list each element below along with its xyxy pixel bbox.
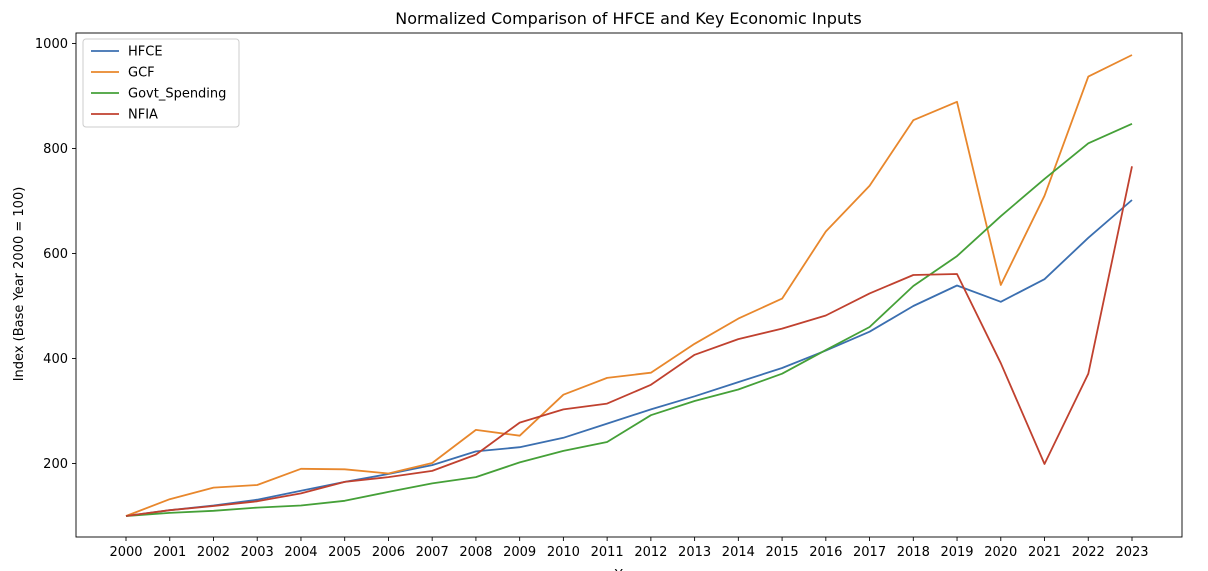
legend: HFCE GCF Govt_Spending NFIA — [82, 38, 240, 128]
x-tick-label: 2022 — [1072, 545, 1105, 560]
x-tick-label: 2009 — [503, 545, 536, 560]
x-tick-label: 2006 — [372, 545, 405, 560]
plot-area — [75, 32, 1183, 538]
x-tick-label: 2015 — [766, 545, 799, 560]
x-tick-label: 2014 — [722, 545, 755, 560]
x-tick-label: 2021 — [1028, 545, 1061, 560]
series-line-gcf — [125, 54, 1133, 517]
y-tick-label: 400 — [43, 352, 68, 367]
y-tick-label: 600 — [43, 247, 68, 262]
y-tick-label: 800 — [43, 142, 68, 157]
x-tick-label: 2018 — [897, 545, 930, 560]
y-axis-label: Index (Base Year 2000 = 100) — [12, 187, 27, 382]
x-tick-label: 2019 — [940, 545, 973, 560]
y-tick-label: 200 — [43, 457, 68, 472]
legend-box — [82, 38, 240, 128]
x-tick-label: 2007 — [416, 545, 449, 560]
series-lines — [125, 54, 1133, 517]
legend-label: HFCE — [128, 45, 163, 60]
x-tick-label: 2004 — [284, 545, 317, 560]
x-tick-label: 2013 — [678, 545, 711, 560]
x-tick-label: 2005 — [328, 545, 361, 560]
x-tick-label: 2011 — [591, 545, 624, 560]
chart-title: Normalized Comparison of HFCE and Key Ec… — [395, 9, 861, 28]
x-tick-label: 2023 — [1115, 545, 1148, 560]
x-tick-label: 2000 — [109, 545, 142, 560]
legend-label: GCF — [128, 66, 155, 81]
x-tick-label: 2010 — [547, 545, 580, 560]
series-line-govt-spending — [125, 122, 1133, 517]
legend-label: NFIA — [128, 108, 158, 123]
x-tick-label: 2008 — [459, 545, 492, 560]
series-line-nfia — [125, 166, 1133, 517]
x-tick-label: 2002 — [197, 545, 230, 560]
x-tick-label: 2001 — [153, 545, 186, 560]
x-tick-label: 2003 — [241, 545, 274, 560]
x-tick-label: 2012 — [634, 545, 667, 560]
x-tick-label: 2020 — [984, 545, 1017, 560]
legend-label: Govt_Spending — [128, 87, 226, 102]
x-ticks: 2000 2001 2002 2003 2004 2005 2006 2007 2008 2009… — [109, 537, 1149, 560]
x-axis-label: Year — [614, 568, 643, 571]
x-tick-label: 2017 — [853, 545, 886, 560]
y-tick-label: 1000 — [35, 37, 68, 52]
y-ticks: 200 400 600 800 1000 — [35, 37, 76, 472]
series-line-hfce — [125, 199, 1133, 517]
x-tick-label: 2016 — [809, 545, 842, 560]
